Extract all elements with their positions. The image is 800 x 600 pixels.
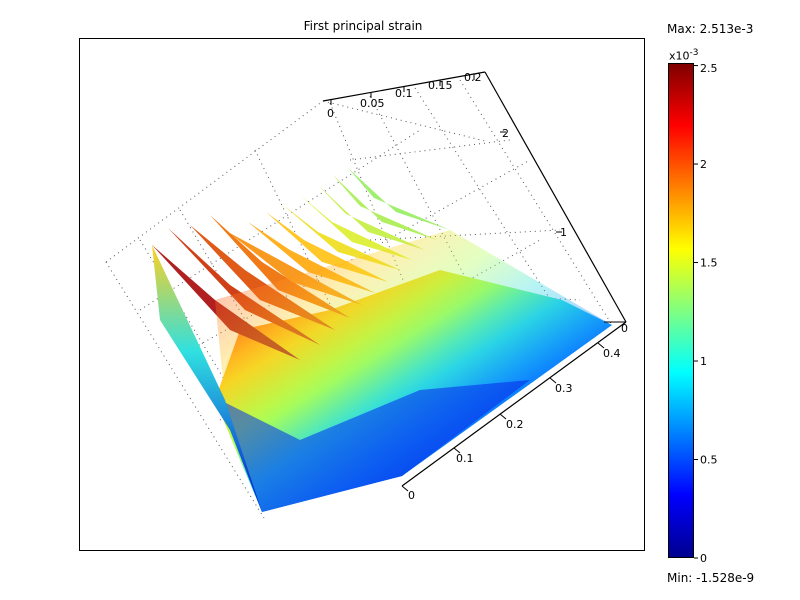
colorbar-ticks: 2.5 2 1.5 1 0.5 0 [694, 63, 718, 563]
z-axis-ticks [500, 131, 626, 323]
y-tick-label: 0.05 [360, 97, 385, 110]
x-tick-label: 0.2 [506, 418, 524, 431]
colorbar-tick-label: 0 [700, 552, 707, 563]
surface-shading [215, 230, 612, 512]
surface-side-sheet [152, 245, 262, 512]
x-tick-label: 0.1 [456, 452, 474, 465]
colorbar-tick-label: 2.5 [700, 63, 718, 75]
y-tick-label: 0.2 [464, 71, 482, 84]
y-tick-label: 0.15 [428, 79, 453, 92]
z-tick-label: 2 [502, 127, 509, 140]
x-tick-label: 0.3 [555, 382, 573, 395]
colorbar-multiplier-base: x10 [669, 49, 690, 63]
colorbar-multiplier-exp: -3 [689, 48, 699, 58]
z-tick-label: 1 [560, 226, 567, 239]
z-tick-label: 0 [621, 322, 628, 335]
colorbar [668, 63, 694, 558]
y-tick-label: 0 [327, 107, 334, 120]
x-axis-ticks [401, 342, 605, 492]
surface-plot: 0 0.05 0.1 0.15 0.2 0 0.1 0.2 0.3 0.4 0 … [105, 71, 628, 519]
y-axis-ticks [330, 74, 475, 105]
plot-title: First principal strain [303, 19, 423, 33]
colorbar-min-label: Min: -1.528e-9 [667, 571, 755, 585]
colorbar-max-label: Max: 2.513e-3 [667, 22, 754, 36]
colorbar-tick-label: 1.5 [700, 257, 718, 270]
y-tick-label: 0.1 [395, 87, 413, 100]
colorbar-multiplier: x10-3 [669, 48, 699, 63]
colorbar-tick-label: 2 [700, 158, 707, 171]
colorbar-tick-label: 0.5 [700, 454, 718, 467]
colorbar-tick-label: 1 [700, 355, 707, 368]
x-tick-label: 0.4 [603, 347, 621, 360]
x-tick-label: 0 [408, 489, 415, 502]
